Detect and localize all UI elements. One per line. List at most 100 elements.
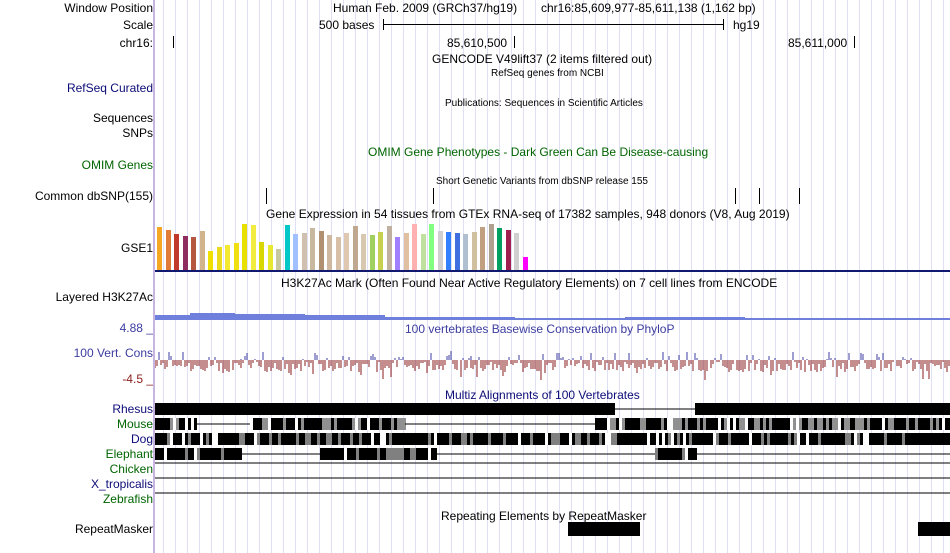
repeat-element[interactable] [568,522,640,536]
gtex-tissue-bar[interactable] [344,233,349,270]
alignment-block [778,418,781,430]
dbsnp-label[interactable]: Common dbSNP(155) [34,189,153,203]
omim-label[interactable]: OMIM Genes [81,158,153,172]
dbsnp-variant-tick[interactable] [735,188,736,204]
gtex-tissue-bar[interactable] [378,232,383,270]
gtex-label[interactable]: GSE1 [120,241,153,255]
alignment-block [704,433,707,445]
gtex-tissue-bar[interactable] [395,237,400,270]
gtex-tissue-bar[interactable] [310,228,315,270]
alignment-block [629,433,632,445]
species-rhesus[interactable]: Rhesus [112,402,153,416]
dbsnp-variant-tick[interactable] [799,188,800,204]
gtex-tissue-bar[interactable] [370,235,375,270]
alignment-block [542,433,545,445]
species-zebrafish[interactable]: Zebrafish [102,492,153,506]
alignment-block [939,418,942,430]
gtex-tissue-bar[interactable] [302,233,307,270]
alignment-block [619,418,622,430]
alignment-block [673,448,676,460]
gtex-tissue-bar[interactable] [208,251,213,270]
gtex-tissue-bar[interactable] [412,224,417,270]
alignment-block [680,433,683,445]
gtex-tissue-bar[interactable] [166,230,171,270]
gtex-tissue-bar[interactable] [506,230,511,270]
gtex-tissue-bar[interactable] [446,232,451,270]
browser-track-image[interactable]: Human Feb. 2009 (GRCh37/hg19) chr16:85,6… [155,0,950,553]
dbsnp-variant-tick[interactable] [266,188,267,204]
alignment-block [551,433,554,445]
gtex-tissue-bar[interactable] [327,235,332,270]
scale-bases-text: 500 bases [319,18,375,32]
alignment-block [227,448,230,460]
alignment-block [236,433,239,445]
gtex-tissue-bar[interactable] [183,236,188,270]
gtex-tissue-bar[interactable] [200,231,205,270]
alignment-block [590,433,593,445]
alignment-block [401,433,404,445]
species-mouse[interactable]: Mouse [116,417,153,431]
repeat-element[interactable] [918,522,950,536]
refseq-label[interactable]: RefSeq Curated [66,81,153,95]
gtex-tissue-bar[interactable] [336,237,341,270]
snps-label[interactable]: SNPs [122,126,153,140]
alignment-block [926,433,929,445]
gtex-tissue-bar[interactable] [421,234,426,270]
gtex-tissue-bar[interactable] [319,231,324,270]
gtex-tissue-bar[interactable] [268,245,273,270]
alignment-block [362,433,365,445]
repeatmasker-label[interactable]: RepeatMasker [74,522,153,536]
alignment-block [924,418,927,430]
dbsnp-variant-tick[interactable] [433,188,434,204]
gtex-tissue-bar[interactable] [387,226,392,270]
sequences-label[interactable]: Sequences [92,111,153,125]
gtex-tissue-bar[interactable] [361,234,366,270]
gtex-tissue-bar[interactable] [276,249,281,270]
alignment-block [497,433,500,445]
gtex-tissue-bar[interactable] [293,234,298,270]
alignment-block [425,433,428,445]
species-x-tropicalis[interactable]: X_tropicalis [90,477,153,491]
gtex-tissue-bar[interactable] [489,224,494,270]
gtex-tissue-bar[interactable] [251,225,256,270]
gtex-tissue-bar[interactable] [404,233,409,270]
h3k27ac-label[interactable]: Layered H3K27Ac [55,290,153,304]
alignment-block [404,448,407,460]
grid-line [511,0,512,553]
gtex-tissue-bar[interactable] [242,224,247,270]
alignment-block [304,418,307,430]
species-dog[interactable]: Dog [130,432,153,446]
gtex-tissue-bar[interactable] [191,237,196,270]
gtex-tissue-bar[interactable] [455,233,460,270]
gtex-tissue-bar[interactable] [353,226,358,270]
gtex-tissue-bar[interactable] [514,233,519,270]
gtex-tissue-bar[interactable] [438,231,443,270]
alignment-block [944,433,947,445]
grid-line [367,0,368,553]
gtex-tissue-bar[interactable] [523,257,528,270]
alignment-block [903,418,906,430]
species-chicken[interactable]: Chicken [109,462,153,476]
gtex-tissue-bar[interactable] [225,245,230,270]
alignment-block [482,433,485,445]
species-elephant[interactable]: Elephant [105,447,153,461]
alignment-block [298,418,301,430]
gtex-tissue-bar[interactable] [429,224,434,270]
gtex-tissue-bar[interactable] [217,247,222,270]
gtex-tissue-bar[interactable] [157,227,162,270]
gtex-tissue-bar[interactable] [285,225,290,270]
gtex-tissue-bar[interactable] [463,234,468,270]
gtex-tissue-bar[interactable] [259,242,264,270]
alignment-block [872,433,875,445]
alignment-block [296,433,299,445]
alignment-block [434,433,437,445]
cons-label[interactable]: 100 Vert. Cons [73,346,153,360]
gtex-tissue-bar[interactable] [472,232,477,270]
gtex-tissue-bar[interactable] [234,243,239,270]
grid-line [607,0,608,553]
gtex-tissue-bar[interactable] [174,234,179,270]
alignment-block [694,418,697,430]
gtex-tissue-bar[interactable] [497,228,502,270]
dbsnp-variant-tick[interactable] [759,188,760,204]
gtex-tissue-bar[interactable] [480,227,485,270]
